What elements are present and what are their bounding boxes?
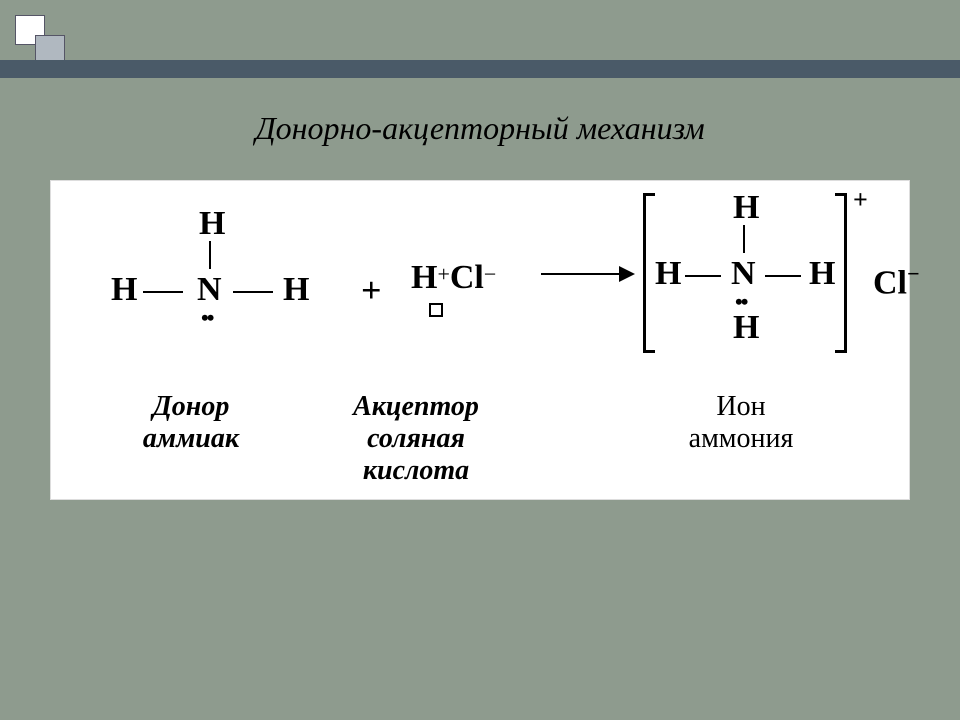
acceptor-molecule-hcl: H+Cl−: [411, 259, 561, 297]
atom-h-left-p: H: [655, 255, 681, 293]
atom-h-right-p: H: [809, 255, 835, 293]
cl-symbol: Cl: [873, 264, 907, 301]
bond-top-p: [743, 225, 745, 253]
atom-h-right: H: [283, 271, 309, 309]
atom-h-top-p: H: [733, 189, 759, 227]
bracket-charge-plus: +: [853, 185, 868, 215]
label-acceptor: Акцептор соляная кислота: [301, 391, 531, 487]
atom-h-top: H: [199, 205, 225, 243]
label-ion-line1: Ион: [631, 391, 851, 423]
cl-charge-minus: −: [484, 262, 496, 287]
empty-orbital-icon: [429, 303, 443, 317]
bond-n-h-left: [143, 291, 183, 293]
bond-n-h-top: [209, 241, 211, 269]
product-ammonium-ion: H H N •• H H + Cl−: [651, 195, 881, 375]
atom-n-center-p: N: [731, 255, 756, 293]
label-ion: Ион аммония: [631, 391, 851, 455]
label-acceptor-line1: Акцептор: [301, 391, 531, 423]
label-ion-line2: аммония: [631, 423, 851, 455]
label-donor-line1: Донор: [91, 391, 291, 423]
bracket-left-icon: [643, 193, 655, 353]
bond-right-p: [765, 275, 801, 277]
product-chloride-anion: Cl−: [873, 261, 920, 302]
atom-h-left: H: [111, 271, 137, 309]
arrow-line: [541, 273, 621, 275]
bond-left-p: [685, 275, 721, 277]
cl-neg: −: [907, 261, 920, 286]
slide-title: Донорно-акцепторный механизм: [0, 110, 960, 147]
slide-top-bar: [0, 60, 960, 78]
h-charge-plus: +: [437, 262, 449, 287]
lone-pair-icon: ••: [201, 305, 212, 331]
label-donor: Донор аммиак: [91, 391, 291, 455]
plus-operator: +: [361, 269, 382, 311]
atom-cl-acceptor: Cl: [450, 259, 484, 297]
arrow-head: [619, 266, 635, 282]
bond-n-h-right: [233, 291, 273, 293]
bracket-right-icon: [835, 193, 847, 353]
atom-h-bottom-p: H: [733, 309, 759, 347]
label-acceptor-line3: кислота: [301, 455, 531, 487]
label-acceptor-line2: соляная: [301, 423, 531, 455]
atom-n-center: N: [197, 271, 222, 309]
reaction-panel: H H N H •• + H+Cl− H H N •• H H + Cl−: [50, 180, 910, 500]
donor-molecule-nh3: H H N H ••: [111, 211, 331, 371]
label-donor-line2: аммиак: [91, 423, 291, 455]
atom-h-acceptor: H: [411, 259, 437, 297]
